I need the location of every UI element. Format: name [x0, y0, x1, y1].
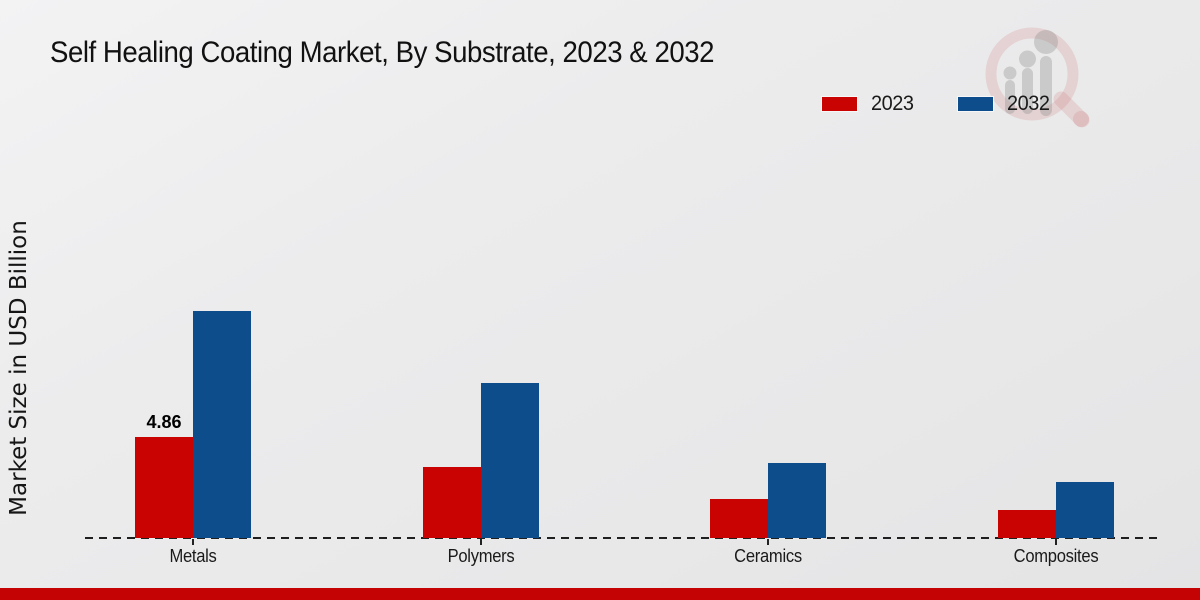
brand-watermark-logo: [985, 27, 1090, 128]
x-axis-tick: [1055, 539, 1057, 545]
legend-label-2032: 2032: [1007, 92, 1050, 115]
category-label-composites: Composites: [1013, 546, 1099, 566]
x-axis-tick: [767, 539, 769, 545]
magnifier-handle-icon: [1053, 91, 1090, 128]
bar-2032-ceramics: [768, 463, 826, 538]
category-label-polymers: Polymers: [447, 546, 515, 566]
legend-item-2023: 2023: [820, 92, 916, 116]
x-axis-tick: [480, 539, 482, 545]
legend: 2023 2032: [820, 92, 1052, 116]
chart-title: Self Healing Coating Market, By Substrat…: [50, 36, 715, 69]
x-axis-tick: [192, 539, 194, 545]
x-axis-baseline: [85, 537, 1163, 539]
bar-2023-polymers: [423, 467, 481, 538]
legend-swatch-2023: [820, 96, 858, 112]
category-label-ceramics: Ceramics: [734, 546, 802, 566]
legend-item-2032: 2032: [957, 92, 1052, 116]
footer-accent-bar: [0, 588, 1200, 600]
magnifier-handle-tip-icon: [1073, 111, 1089, 127]
bar-2032-composites: [1056, 482, 1114, 538]
y-axis-label: Market Size in USD Billion: [6, 220, 32, 516]
bar-2032-metals: [193, 311, 251, 538]
data-label-2023-metals: 4.86: [146, 412, 182, 432]
bar-2023-metals: [135, 437, 193, 538]
category-label-metals: Metals: [169, 546, 217, 566]
bar-2023-ceramics: [710, 499, 768, 538]
legend-label-2023: 2023: [870, 92, 914, 115]
legend-swatch-2032: [957, 96, 995, 112]
bar-2023-composites: [998, 510, 1056, 538]
bar-2032-polymers: [481, 383, 539, 538]
